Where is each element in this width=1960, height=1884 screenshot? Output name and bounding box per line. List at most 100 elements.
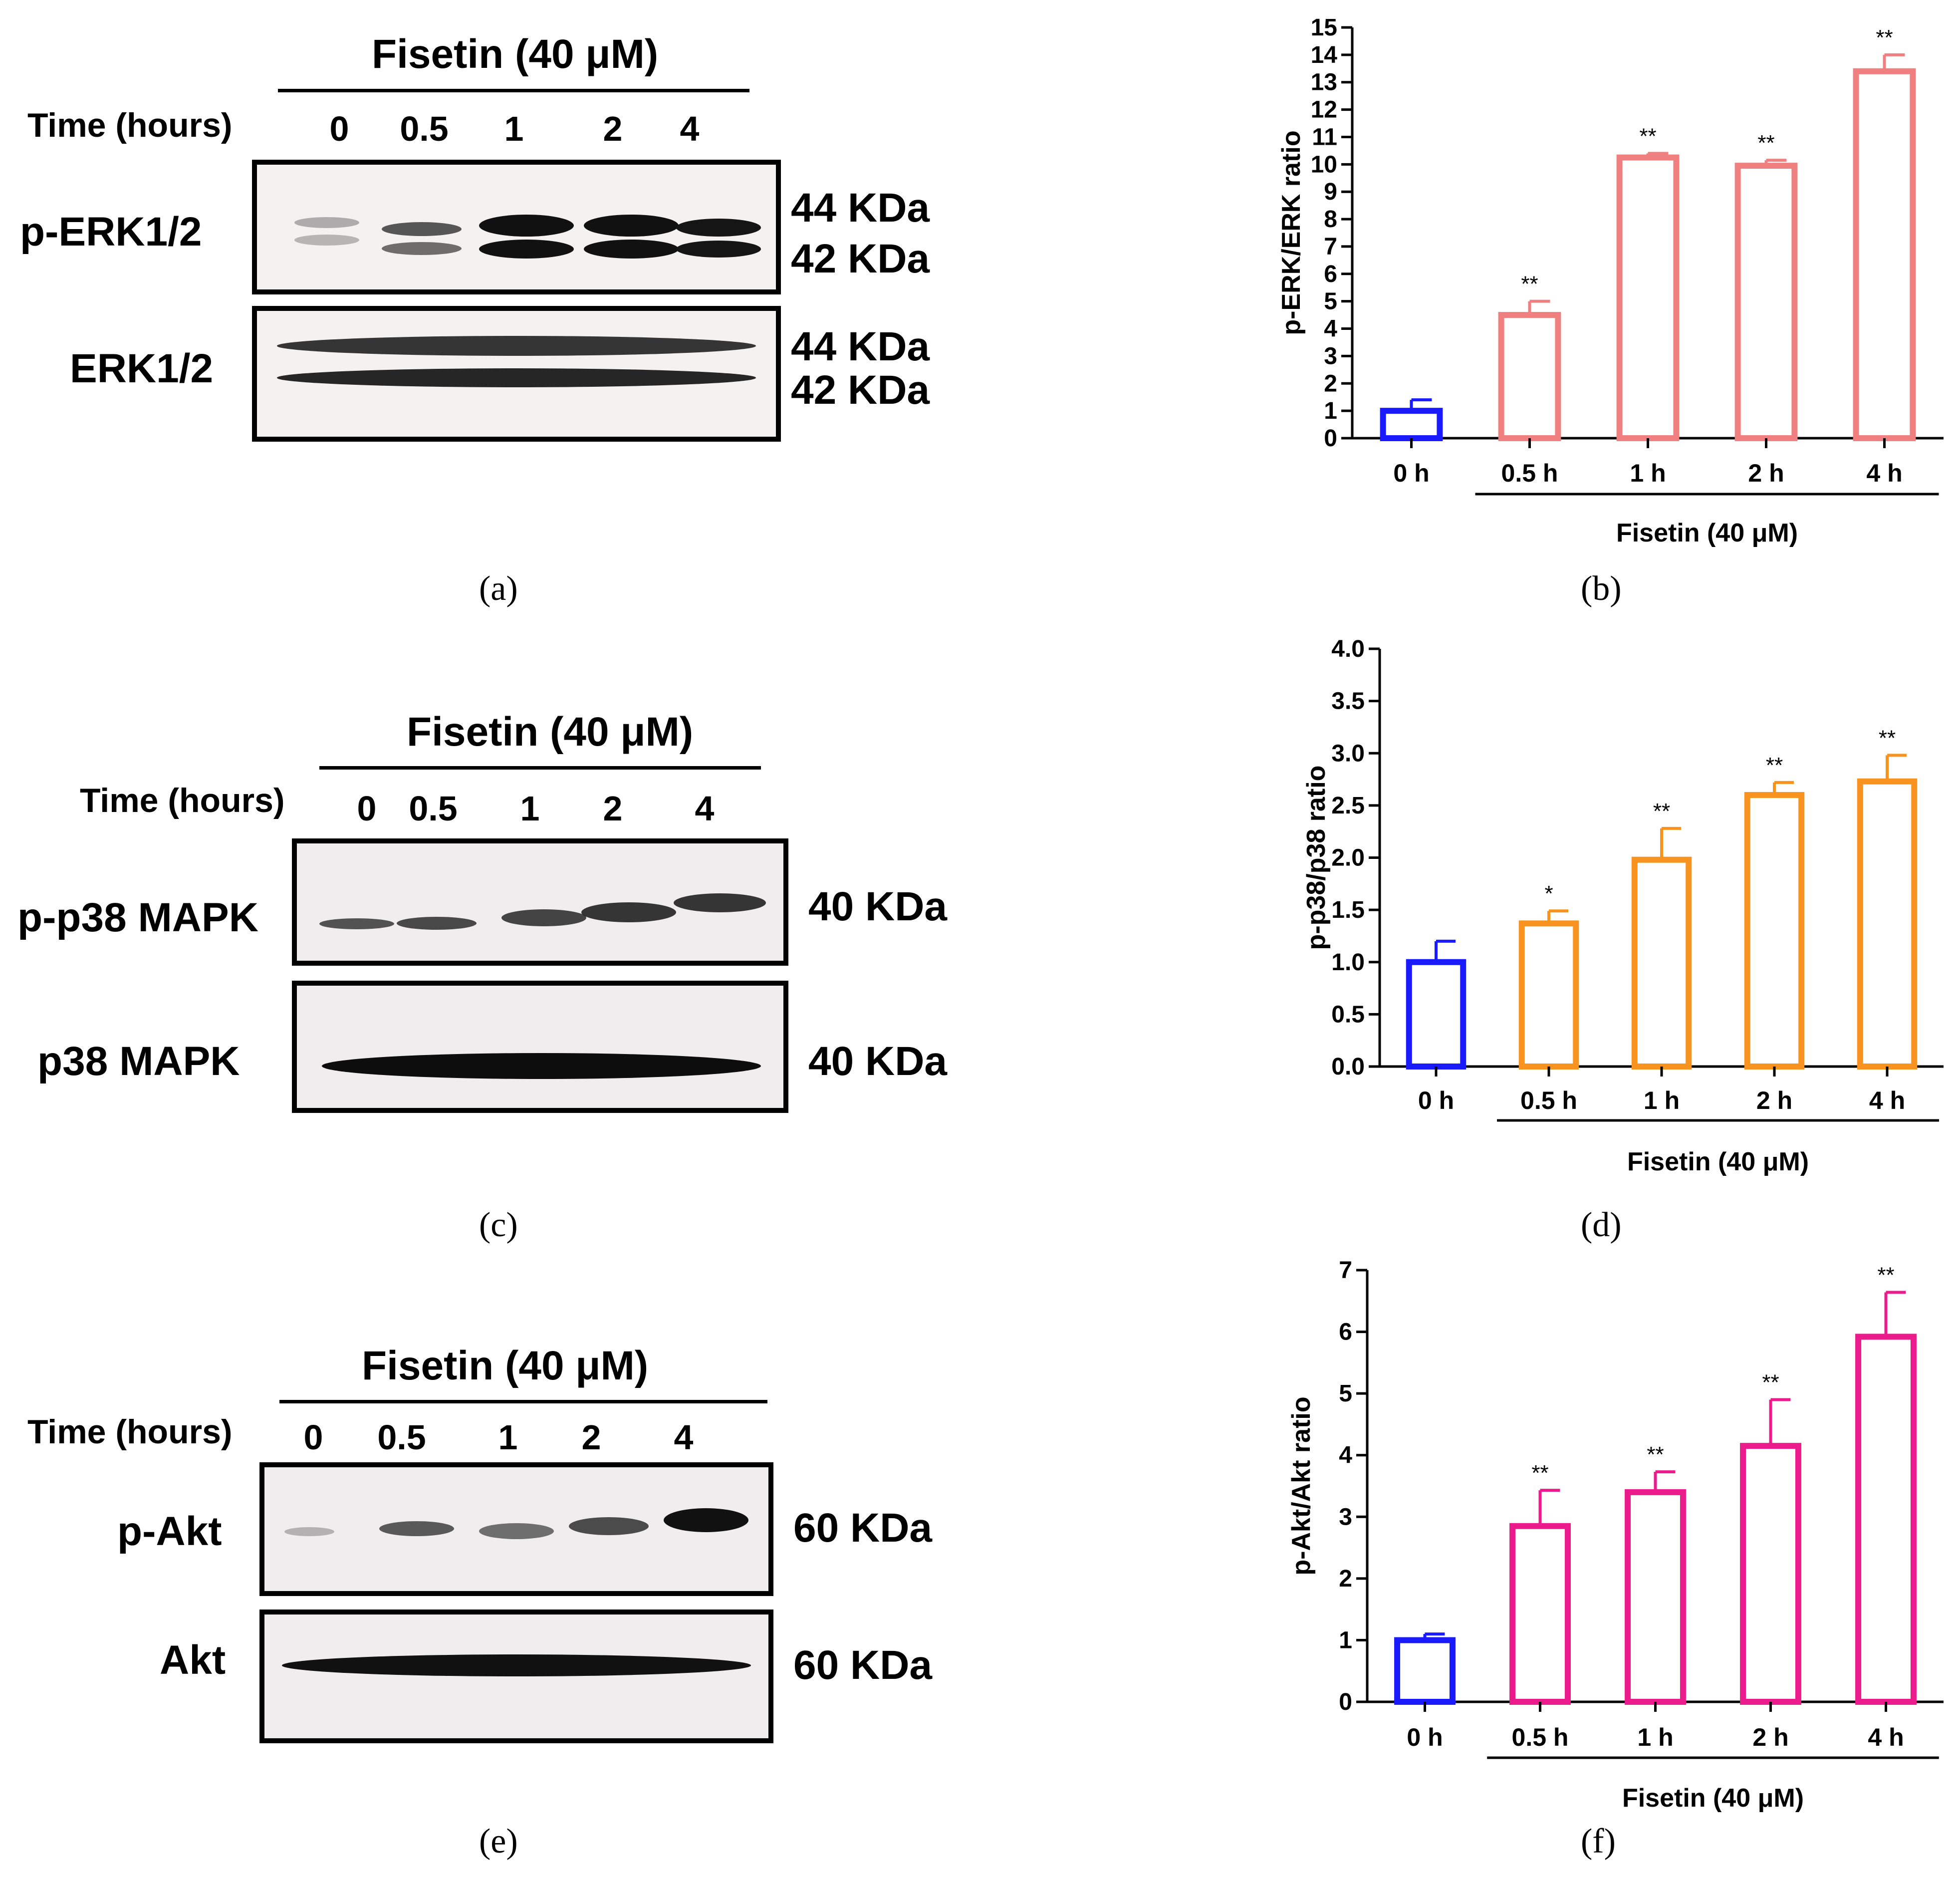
lane-label: 0: [303, 1418, 323, 1457]
protein-label: p38 MAPK: [37, 1039, 240, 1084]
treatment-rule: [279, 1400, 767, 1403]
blot-band: [294, 235, 359, 246]
x-tick-label: 2 h: [1752, 1723, 1788, 1751]
y-axis-label: p-p38/p38 ratio: [1302, 766, 1331, 950]
lane-label: 4: [695, 789, 715, 828]
western-blot-total: [252, 306, 781, 442]
y-tick-label: 1: [1339, 1627, 1352, 1653]
bar: [1625, 1489, 1686, 1705]
time-label: Time (hours): [27, 106, 233, 144]
y-tick-label: 12: [1311, 97, 1337, 123]
y-tick-label: 6: [1339, 1319, 1352, 1346]
blot-title: Fisetin (40 μM): [372, 31, 659, 77]
blot-band: [322, 1053, 761, 1079]
y-tick-label: 3: [1324, 343, 1337, 369]
y-tick-label: 8: [1324, 206, 1337, 233]
kda-label: 60 KDa: [793, 1505, 933, 1551]
y-tick-label: 0: [1339, 1689, 1352, 1715]
panel-caption: (c): [479, 1206, 518, 1244]
kda-label: 60 KDa: [793, 1642, 933, 1688]
y-tick-label: 7: [1339, 1257, 1352, 1284]
blot-band: [501, 909, 586, 926]
panel-caption: (a): [479, 569, 518, 608]
blot-band: [397, 917, 477, 930]
significance-marker: **: [1531, 1461, 1548, 1485]
y-tick-label: 3.5: [1331, 688, 1365, 715]
y-tick-label: 2.5: [1331, 793, 1365, 819]
x-tick-label: 0.5 h: [1512, 1723, 1569, 1751]
y-axis-label: p-ERK/ERK ratio: [1277, 130, 1306, 335]
x-tick-label: 1 h: [1644, 1086, 1680, 1114]
bar: [1855, 1334, 1917, 1705]
bar: [1498, 312, 1561, 441]
y-tick-label: 1: [1324, 398, 1337, 424]
blot-band: [676, 219, 761, 237]
panel-caption: (f): [1581, 1822, 1616, 1861]
lane-label: 4: [674, 1418, 694, 1457]
blot-band: [674, 893, 766, 912]
y-tick-label: 5: [1339, 1380, 1352, 1407]
bar: [1740, 1443, 1801, 1705]
blot-band: [277, 368, 756, 387]
x-tick-label: 0.5 h: [1501, 459, 1558, 487]
y-tick-label: 9: [1324, 179, 1337, 205]
protein-label: Akt: [160, 1637, 226, 1683]
panel-caption: (e): [479, 1822, 518, 1861]
western-blot-total: [259, 1610, 773, 1743]
y-tick-label: 4: [1339, 1442, 1352, 1469]
protein-label: p-Akt: [117, 1509, 222, 1554]
protein-label: p-ERK1/2: [20, 209, 202, 255]
western-blot-phospho: [252, 160, 781, 294]
bar: [1853, 68, 1916, 441]
y-tick-label: 3: [1339, 1504, 1352, 1530]
y-tick-label: 4: [1324, 316, 1337, 342]
time-label: Time (hours): [27, 1413, 233, 1451]
significance-marker: **: [1757, 131, 1774, 155]
significance-marker: **: [1876, 25, 1893, 50]
group-label: Fisetin (40 μM): [1616, 519, 1798, 547]
kda-label: 44 KDa: [791, 185, 930, 231]
lane-label: 2: [603, 789, 623, 828]
y-tick-label: 4.0: [1331, 636, 1365, 662]
lane-label: 0.5: [400, 109, 449, 148]
lane-label: 2: [581, 1418, 601, 1457]
western-blot-phospho: [292, 838, 788, 966]
protein-label: ERK1/2: [70, 346, 214, 391]
blot-band: [584, 240, 679, 259]
y-tick-label: 1.0: [1331, 949, 1365, 976]
time-label: Time (hours): [80, 782, 285, 819]
y-tick-label: 2.0: [1331, 845, 1365, 871]
bar: [1616, 154, 1680, 442]
significance-marker: **: [1766, 753, 1783, 778]
y-tick-label: 11: [1312, 124, 1337, 150]
lane-label: 0.5: [377, 1418, 426, 1457]
lane-label: 0.5: [409, 789, 458, 828]
x-tick-label: 0 h: [1418, 1086, 1454, 1114]
lane-label: 0: [357, 789, 377, 828]
x-tick-label: 2 h: [1756, 1086, 1792, 1114]
significance-marker: **: [1879, 726, 1896, 750]
y-tick-label: 0: [1324, 425, 1337, 452]
y-tick-label: 15: [1311, 14, 1337, 41]
x-tick-label: 4 h: [1869, 1086, 1905, 1114]
western-blot-total: [292, 981, 788, 1113]
significance-marker: **: [1639, 124, 1656, 148]
kda-label: 40 KDa: [808, 884, 948, 929]
y-tick-label: 13: [1311, 69, 1337, 96]
group-label: Fisetin (40 μM): [1622, 1784, 1804, 1813]
blot-band: [282, 1654, 751, 1676]
x-tick-label: 4 h: [1868, 1723, 1904, 1751]
x-tick-label: 1 h: [1637, 1723, 1673, 1751]
blot-band: [676, 241, 761, 258]
treatment-rule: [278, 89, 749, 92]
blot-band: [382, 222, 462, 236]
lane-label: 0: [329, 109, 349, 148]
blot-band: [584, 215, 679, 237]
x-tick-label: 1 h: [1630, 459, 1666, 487]
blot-band: [664, 1508, 748, 1532]
blot-band: [479, 240, 574, 259]
bar: [1631, 856, 1692, 1070]
x-tick-label: 0.5 h: [1520, 1086, 1577, 1114]
blot-band: [294, 217, 359, 228]
